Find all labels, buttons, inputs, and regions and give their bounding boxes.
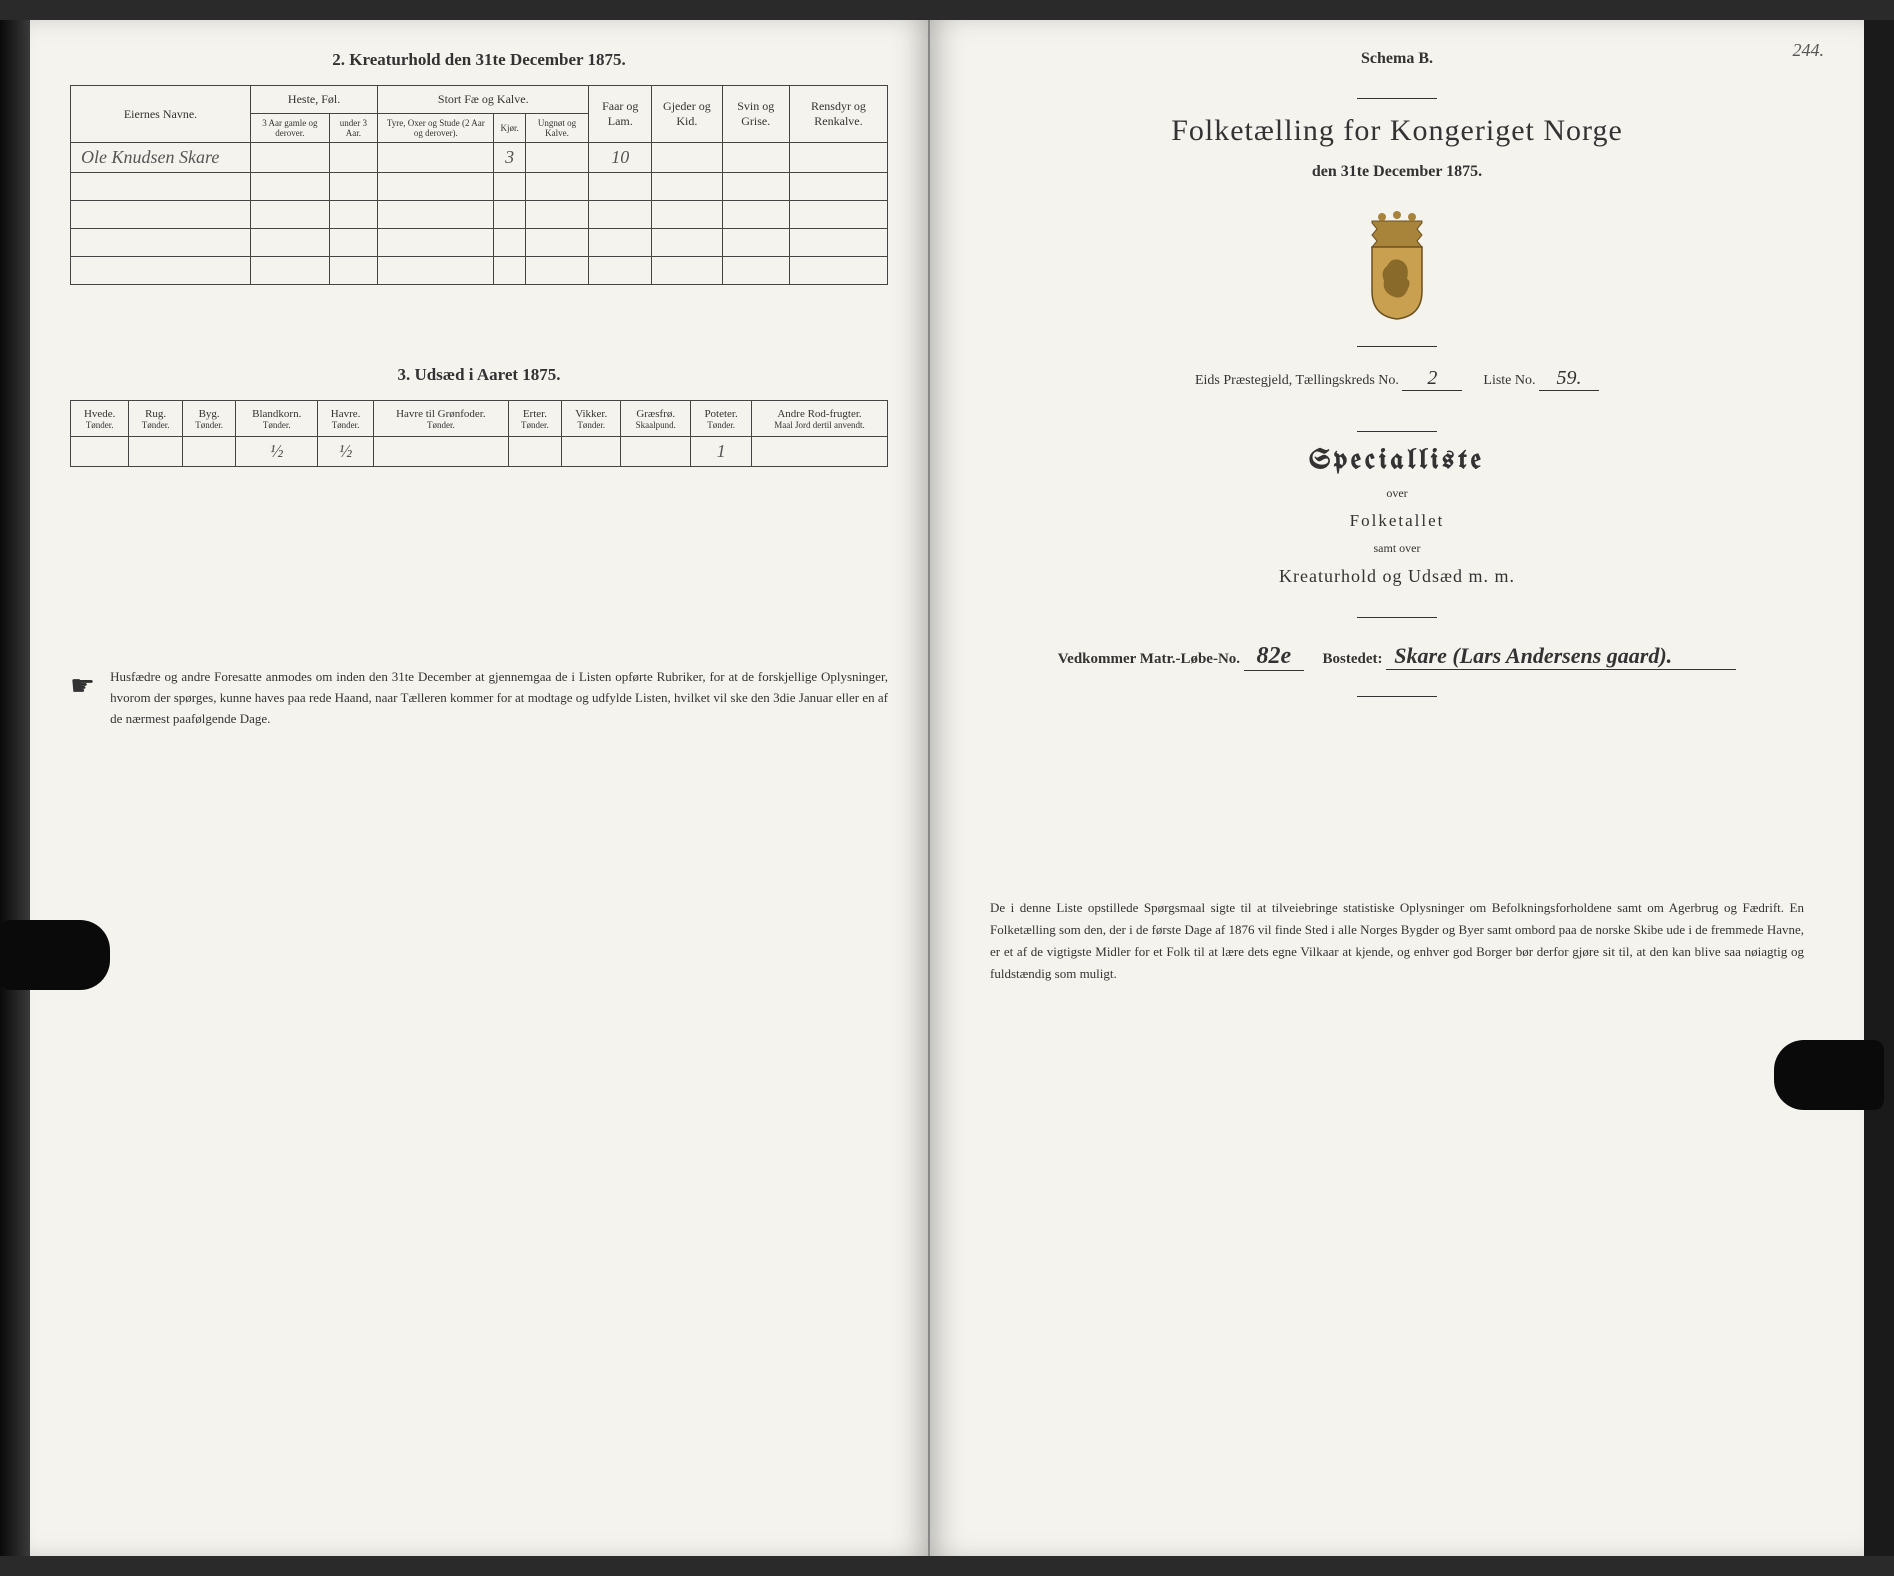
c3: Byg.Tønder. (182, 401, 236, 437)
col-stortfae: Stort Fæ og Kalve. (378, 86, 589, 114)
table-row: ½ ½ 1 (71, 437, 888, 467)
binder-clip-right (1774, 1040, 1884, 1110)
divider (1357, 696, 1437, 697)
notice-right: De i denne Liste opstillede Spørgsmaal s… (970, 897, 1824, 985)
col-faar: Faar og Lam. (589, 86, 652, 143)
over-label: over (970, 486, 1824, 501)
val-blandkorn: ½ (236, 437, 318, 467)
col-eier: Eiernes Navne. (71, 86, 251, 143)
liste-no: 59. (1539, 367, 1599, 391)
table-row (71, 201, 888, 229)
vedkommer-line: Vedkommer Matr.-Løbe-No. 82e Bostedet: S… (970, 643, 1824, 671)
col-rensdyr: Rensdyr og Renkalve. (789, 86, 887, 143)
c8: Vikker.Tønder. (562, 401, 621, 437)
schema-label: Schema B. (970, 50, 1824, 68)
sub-under3: under 3 Aar. (329, 114, 378, 143)
table-row (71, 229, 888, 257)
right-page: 244. Schema B. Folketælling for Kongerig… (930, 20, 1864, 1556)
specialliste-heading: Specialliste (970, 447, 1824, 476)
udsaed-table: Hvede.Tønder. Rug.Tønder. Byg.Tønder. Bl… (70, 400, 888, 467)
section3-title: 3. Udsæd i Aaret 1875. (70, 365, 888, 385)
c9: Græsfrø.Skaalpund. (621, 401, 691, 437)
col-svin: Svin og Grise. (722, 86, 789, 143)
divider (1357, 431, 1437, 432)
sub-ungnot: Ungnøt og Kalve. (525, 114, 589, 143)
left-page: 2. Kreaturhold den 31te December 1875. E… (30, 20, 930, 1556)
subtitle: den 31te December 1875. (970, 163, 1824, 181)
section2-title: 2. Kreaturhold den 31te December 1875. (70, 50, 888, 70)
c5: Havre.Tønder. (318, 401, 374, 437)
val-faar: 10 (589, 143, 652, 173)
folketallet-label: Folketallet (970, 511, 1824, 531)
val-havre: ½ (318, 437, 374, 467)
table-row (71, 257, 888, 285)
binder-clip-left (0, 920, 110, 990)
owner-name: Ole Knudsen Skare (71, 143, 251, 173)
parish-line: Eids Præstegjeld, Tællingskreds No. 2 Li… (970, 367, 1824, 391)
divider (1357, 617, 1437, 618)
c11: Andre Rod-frugter.Maal Jord dertil anven… (752, 401, 888, 437)
divider (1357, 346, 1437, 347)
val-kjor: 3 (494, 143, 525, 173)
c1: Hvede.Tønder. (71, 401, 129, 437)
kreds-no: 2 (1402, 367, 1462, 391)
pointing-hand-icon: ☛ (70, 665, 95, 729)
divider (1357, 98, 1437, 99)
kreaturhold-table: Eiernes Navne. Heste, Føl. Stort Fæ og K… (70, 85, 888, 285)
col-gjeder: Gjeder og Kid. (652, 86, 722, 143)
book-spread: 2. Kreaturhold den 31te December 1875. E… (0, 20, 1894, 1556)
matr-no: 82e (1244, 643, 1304, 671)
table-row (71, 173, 888, 201)
book-spine (0, 20, 30, 1556)
sub-tyre: Tyre, Oxer og Stude (2 Aar og derover). (378, 114, 494, 143)
col-heste: Heste, Føl. (251, 86, 378, 114)
notice-left: ☛ Husfædre og andre Foresatte anmodes om… (70, 667, 888, 729)
bostedet: Skare (Lars Andersens gaard). (1386, 643, 1736, 670)
c4: Blandkorn.Tønder. (236, 401, 318, 437)
c10: Poteter.Tønder. (691, 401, 752, 437)
coat-of-arms-icon (970, 211, 1824, 321)
main-title: Folketælling for Kongeriget Norge (970, 114, 1824, 148)
page-number: 244. (1793, 40, 1825, 61)
sub-3aar: 3 Aar gamle og derover. (251, 114, 330, 143)
samt-over-label: samt over (970, 541, 1824, 556)
c6: Havre til Grønfoder.Tønder. (374, 401, 509, 437)
notice-text: Husfædre og andre Foresatte anmodes om i… (110, 667, 888, 729)
c2: Rug.Tønder. (129, 401, 183, 437)
kreatur-label: Kreaturhold og Udsæd m. m. (970, 566, 1824, 587)
val-poteter: 1 (691, 437, 752, 467)
table-row: Ole Knudsen Skare 3 10 (71, 143, 888, 173)
c7: Erter.Tønder. (508, 401, 562, 437)
sub-kjor: Kjør. (494, 114, 525, 143)
